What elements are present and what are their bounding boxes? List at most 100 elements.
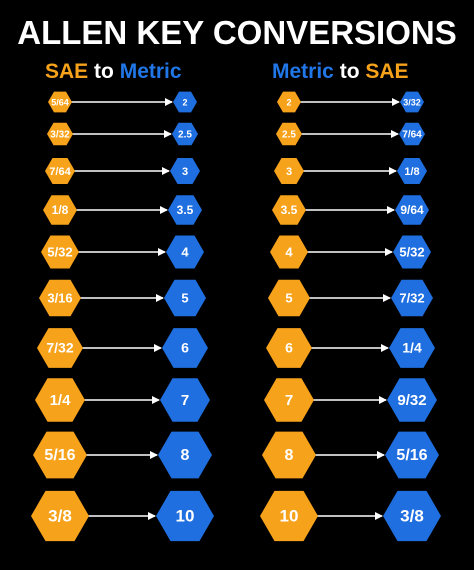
- heading-joiner: to: [94, 60, 114, 83]
- heading-from: Metric: [272, 60, 334, 83]
- metric-hex-shape: [173, 91, 197, 113]
- metric-hex-label: 7: [181, 392, 189, 409]
- sae-hex-shape: [33, 431, 87, 479]
- sae-hex: 3/16: [39, 279, 81, 317]
- metric-hex-shape: [156, 490, 214, 542]
- metric-hex-label: 3: [286, 166, 292, 178]
- metric-hex-label: 5: [285, 290, 292, 305]
- conversion-row: 5/16 8: [33, 431, 212, 479]
- metric-hex-shape: [260, 490, 318, 542]
- conversion-row: 3/32 2.5: [47, 122, 198, 146]
- conversion-row: 5 7/32: [268, 279, 433, 317]
- sae-hex-shape: [395, 195, 429, 225]
- sae-hex-shape: [393, 235, 431, 269]
- conversion-row: 8 5/16: [262, 431, 439, 479]
- sae-hex-label: 5/64: [51, 97, 69, 107]
- metric-hex-shape: [168, 195, 202, 225]
- sae-hex-label: 7/64: [402, 130, 422, 141]
- metric-hex-label: 6: [285, 340, 293, 356]
- sae-hex-label: 3/32: [403, 97, 421, 107]
- sae-hex-label: 3/8: [400, 506, 424, 525]
- metric-hex: 6: [162, 328, 208, 368]
- sae-hex-shape: [47, 122, 73, 146]
- conversion-row: 6 1/4: [266, 328, 435, 368]
- sae-hex: 7/32: [37, 328, 83, 368]
- metric-hex-label: 6: [181, 340, 189, 356]
- sae-hex: 7/64: [45, 158, 75, 184]
- metric-hex-label: 10: [280, 506, 299, 525]
- sae-hex-shape: [399, 122, 425, 146]
- sae-hex-shape: [387, 378, 437, 422]
- sae-hex: 5/64: [48, 91, 72, 113]
- sae-hex-shape: [391, 279, 433, 317]
- conversion-row: 5/64 2: [48, 91, 197, 113]
- sae-hex-label: 1/8: [404, 166, 419, 178]
- sae-hex: 5/16: [33, 431, 87, 479]
- page-title: ALLEN KEY CONVERSIONS: [17, 14, 457, 51]
- sae-hex-label: 1/8: [52, 203, 69, 217]
- sae-hex: 1/4: [35, 378, 85, 422]
- metric-hex-label: 5: [181, 290, 188, 305]
- metric-hex: 3: [274, 158, 304, 184]
- sae-hex-shape: [43, 195, 77, 225]
- conversion-row: 2 3/32: [277, 91, 424, 113]
- metric-hex-shape: [164, 279, 206, 317]
- sae-hex-label: 7/32: [46, 340, 73, 356]
- sae-hex: 7/32: [391, 279, 433, 317]
- metric-hex-label: 2: [286, 97, 291, 107]
- sae-hex-label: 5/16: [396, 447, 427, 464]
- metric-hex: 8: [158, 431, 212, 479]
- conversion-row: 2.5 7/64: [276, 122, 425, 146]
- metric-hex-label: 2.5: [178, 130, 192, 141]
- metric-hex-shape: [162, 328, 208, 368]
- sae-hex: 7/64: [399, 122, 425, 146]
- sae-hex: 1/8: [397, 158, 427, 184]
- heading-to: Metric: [119, 60, 182, 83]
- sae-hex-label: 5/32: [399, 244, 424, 259]
- sae-hex-shape: [35, 378, 85, 422]
- metric-hex-label: 8: [285, 447, 294, 464]
- conversion-row: 10 3/8: [260, 490, 441, 542]
- sae-hex-label: 3/32: [50, 130, 70, 141]
- metric-hex-shape: [158, 431, 212, 479]
- metric-hex-label: 3.5: [281, 203, 298, 217]
- sae-hex-shape: [39, 279, 81, 317]
- metric-hex-shape: [166, 235, 204, 269]
- conversion-row: 1/4 7: [35, 378, 210, 422]
- sae-hex-shape: [45, 158, 75, 184]
- metric-hex-shape: [272, 195, 306, 225]
- metric-hex-label: 4: [285, 244, 293, 259]
- metric-hex-shape: [268, 279, 310, 317]
- sae-hex-label: 9/64: [400, 203, 424, 217]
- metric-hex-label: 2: [182, 97, 187, 107]
- sae-hex-label: 5/16: [44, 447, 75, 464]
- metric-hex: 7: [264, 378, 314, 422]
- conversion-row: 1/8 3.5: [43, 195, 202, 225]
- metric-hex: 3: [170, 158, 200, 184]
- sae-hex-label: 7/64: [49, 166, 71, 178]
- metric-hex-label: 2.5: [282, 130, 296, 141]
- metric-hex-label: 7: [285, 392, 293, 409]
- sae-hex-shape: [41, 235, 79, 269]
- metric-hex-label: 8: [181, 447, 190, 464]
- conversion-row: 7/32 6: [37, 328, 208, 368]
- sae-hex-label: 9/32: [397, 392, 426, 409]
- metric-hex-shape: [276, 122, 302, 146]
- metric-hex: 4: [270, 235, 308, 269]
- sae-hex-shape: [385, 431, 439, 479]
- sae-hex: 1/8: [43, 195, 77, 225]
- sae-hex: 1/4: [389, 328, 435, 368]
- metric-hex: 3.5: [168, 195, 202, 225]
- conversion-row: 7/64 3: [45, 158, 200, 184]
- conversion-row: 3/16 5: [39, 279, 206, 317]
- metric-hex-shape: [170, 158, 200, 184]
- metric-hex-label: 4: [181, 244, 189, 259]
- sae-hex-label: 7/32: [399, 290, 424, 305]
- metric-hex-shape: [277, 91, 301, 113]
- metric-hex: 10: [156, 490, 214, 542]
- metric-hex: 2.5: [172, 122, 198, 146]
- metric-to-sae-heading: Metric to SAE: [272, 60, 409, 84]
- conversion-row: 3.5 9/64: [272, 195, 429, 225]
- metric-hex-shape: [266, 328, 312, 368]
